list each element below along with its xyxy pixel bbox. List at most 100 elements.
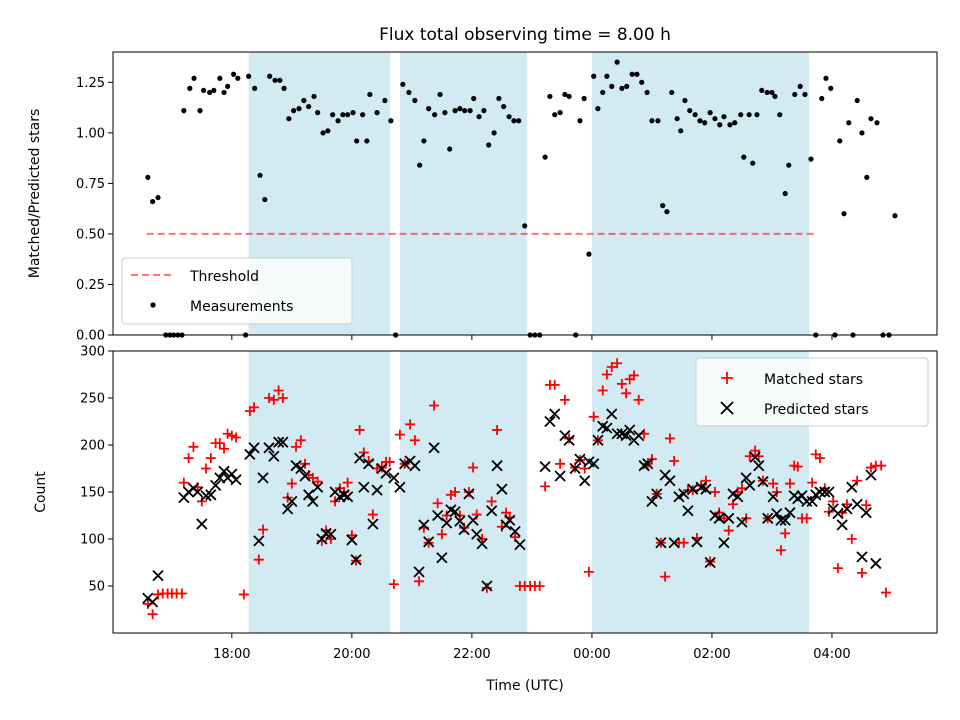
measurement-point <box>432 112 438 118</box>
predicted-star-point <box>354 452 366 464</box>
predicted-star-point <box>205 489 217 501</box>
measurement-point <box>697 118 703 124</box>
measurement-point <box>426 106 432 112</box>
measurement-point <box>345 112 351 118</box>
matched-star-point <box>405 419 416 430</box>
x-tick-label: 22:00 <box>453 647 490 662</box>
measurement-point <box>552 112 558 118</box>
predicted-stars-points <box>142 408 882 608</box>
measurement-point <box>639 79 645 85</box>
predicted-star-point <box>481 580 493 592</box>
measurement-point <box>406 89 412 96</box>
matched-star-point <box>700 475 711 486</box>
predicted-star-point <box>633 429 645 442</box>
measurement-point <box>364 138 370 144</box>
predicted-star-point <box>449 506 461 518</box>
predicted-star-point <box>432 509 444 522</box>
measurement-point <box>501 103 507 110</box>
matched-star-point <box>846 534 857 544</box>
top-panel: 0.00 0.25 0.50 0.75 1.00 1.25 Flux total obse… <box>27 25 938 344</box>
matched-star-point <box>718 513 729 524</box>
top-y-tick-label: 1.25 <box>76 76 105 91</box>
matched-star-point <box>606 361 617 372</box>
measurement-point <box>624 83 630 89</box>
predicted-star-point <box>307 495 319 508</box>
matched-star-point <box>432 498 443 509</box>
predicted-star-point <box>836 519 848 531</box>
top-shaded-bands <box>248 52 810 335</box>
matched-star-point <box>750 445 761 456</box>
top-legend-box <box>121 257 353 325</box>
measurement-point <box>792 91 798 98</box>
predicted-star-point <box>248 442 260 454</box>
top-y-ticks: 0.00 0.25 0.50 0.75 1.00 1.25 <box>76 76 113 344</box>
matched-star-point <box>628 370 639 381</box>
predicted-star-point <box>463 488 475 500</box>
top-plot-frame <box>112 51 938 336</box>
measurement-point <box>674 116 680 122</box>
measurement-point <box>868 116 874 122</box>
matched-star-point <box>258 524 269 535</box>
predicted-stars-legend-label: Predicted stars <box>764 402 869 418</box>
predicted-stars-legend-marker <box>720 401 734 415</box>
measurement-point <box>301 97 307 104</box>
measurement-point <box>221 89 227 96</box>
measurement-point <box>759 87 765 94</box>
bottom-x-ticks: 18:00 20:00 22:00 00:00 02:00 04:00 <box>213 633 851 662</box>
measurement-point <box>604 73 610 79</box>
matched-star-point <box>861 500 872 511</box>
predicted-star-point <box>642 458 654 470</box>
top-legend: Threshold Measurements <box>121 257 353 325</box>
matched-star-point <box>463 487 474 497</box>
x-tick-label: 20:00 <box>333 647 370 662</box>
matched-star-point <box>784 478 795 489</box>
measurement-point <box>846 120 852 126</box>
matched-star-point <box>814 453 825 464</box>
predicted-star-point <box>870 557 882 570</box>
measurement-point <box>712 116 718 122</box>
matched-star-point <box>664 433 675 444</box>
predicted-star-point <box>856 551 868 563</box>
predicted-star-point <box>860 507 872 519</box>
predicted-star-point <box>316 533 328 545</box>
predicted-star-point <box>394 481 406 493</box>
predicted-star-point <box>467 514 479 526</box>
measurement-point <box>678 128 684 134</box>
predicted-star-point <box>624 424 636 436</box>
predicted-star-point <box>668 537 680 549</box>
predicted-star-point <box>458 523 470 536</box>
matched-star-point <box>723 525 734 536</box>
bottom-panel: 50 100 150 200 250 300 18:00 20:00 22:00 00:00 02… <box>33 345 938 694</box>
measurement-point <box>595 106 601 112</box>
bottom-y-tick-label: 100 <box>80 533 105 548</box>
predicted-star-point <box>486 505 498 517</box>
measurement-point <box>702 120 708 126</box>
matched-star-point <box>177 588 188 599</box>
predicted-star-point <box>299 470 311 482</box>
top-y-axis-label: Matched/Predicted stars <box>27 109 43 279</box>
measurement-point <box>252 85 258 91</box>
predicted-star-point <box>388 472 400 484</box>
predicted-star-point <box>146 596 159 608</box>
measurement-point <box>516 118 522 124</box>
measurement-point <box>819 95 825 102</box>
measurement-point <box>837 138 843 144</box>
measurement-point <box>412 97 418 104</box>
predicted-star-point <box>784 507 796 519</box>
measurement-point <box>437 91 443 98</box>
predicted-star-point <box>514 539 526 551</box>
predicted-star-point <box>350 554 362 566</box>
matched-star-point <box>214 438 225 449</box>
predicted-star-point <box>846 481 858 493</box>
predicted-star-point <box>226 468 238 480</box>
matched-star-point <box>429 400 440 411</box>
measurement-points <box>145 59 898 338</box>
measurement-point <box>211 87 217 94</box>
measurement-point <box>600 89 606 96</box>
measurement-point <box>181 108 187 114</box>
chart-title: Flux total observing time = 8.00 h <box>379 25 671 45</box>
predicted-star-point <box>806 495 818 508</box>
measurement-point <box>335 118 341 124</box>
matched-star-point <box>601 369 612 380</box>
predicted-star-point <box>611 428 623 440</box>
